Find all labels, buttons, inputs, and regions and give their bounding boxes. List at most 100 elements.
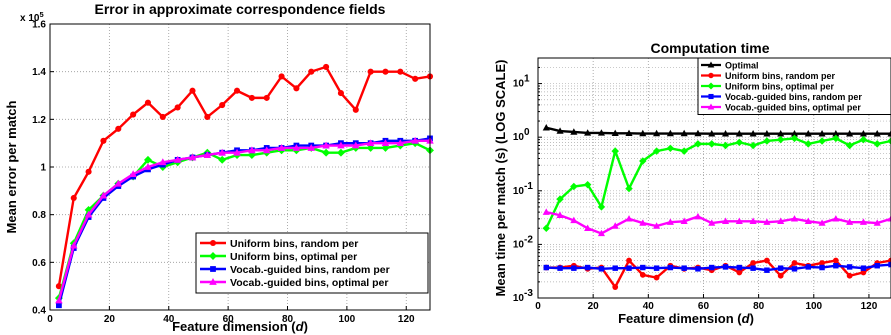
data-point xyxy=(736,264,743,271)
data-point xyxy=(749,141,757,150)
x-tick-label: 0 xyxy=(535,301,541,312)
data-point xyxy=(846,218,854,225)
legend-label: Uniform bins, random per xyxy=(230,238,358,250)
data-point xyxy=(874,263,880,269)
data-point xyxy=(832,134,840,143)
y-tick-exponent: 0 xyxy=(524,127,530,138)
data-point xyxy=(542,208,550,215)
y-tick-label: 1.2 xyxy=(32,115,46,126)
data-point xyxy=(248,94,255,101)
data-point xyxy=(791,260,798,266)
y-tick-exponent: -1 xyxy=(524,181,533,192)
data-point xyxy=(790,129,799,137)
series-0 xyxy=(55,63,434,290)
data-point xyxy=(791,266,798,272)
data-point xyxy=(84,210,93,218)
y-tick-label: 10 xyxy=(513,239,525,250)
data-point xyxy=(694,212,702,220)
data-point xyxy=(293,85,300,92)
series-line xyxy=(57,65,431,287)
data-point xyxy=(382,68,389,75)
data-point xyxy=(584,264,591,271)
data-point xyxy=(396,139,405,147)
series-1 xyxy=(543,257,891,290)
data-point xyxy=(612,284,619,290)
data-point xyxy=(832,129,840,137)
data-point xyxy=(337,90,344,97)
data-point xyxy=(832,257,839,264)
data-point xyxy=(735,138,744,147)
data-point xyxy=(873,129,881,137)
data-point xyxy=(804,217,812,224)
data-point xyxy=(218,148,226,156)
legend-label: Uniform bins, random per xyxy=(725,71,836,81)
data-point xyxy=(873,219,881,226)
data-point xyxy=(735,129,743,137)
data-point xyxy=(750,265,756,271)
series-line xyxy=(546,210,891,235)
y-tick-label: 10 xyxy=(513,186,525,197)
data-point xyxy=(805,264,811,270)
data-point xyxy=(203,151,212,158)
data-point xyxy=(666,144,675,153)
data-point xyxy=(397,68,404,75)
data-point xyxy=(804,129,812,137)
data-point xyxy=(248,146,256,154)
data-point xyxy=(173,155,182,163)
data-point xyxy=(322,141,330,149)
data-point xyxy=(625,184,633,193)
data-point xyxy=(764,267,770,273)
x-tick-label: 100 xyxy=(805,301,822,312)
data-point xyxy=(763,137,771,145)
data-point xyxy=(639,129,647,137)
data-point xyxy=(832,215,840,222)
data-point xyxy=(639,219,647,226)
data-point xyxy=(681,265,687,271)
data-point xyxy=(818,129,826,137)
data-point xyxy=(777,129,785,137)
data-point xyxy=(626,265,632,271)
y-multiplier-base: x 10 xyxy=(20,13,40,24)
data-point xyxy=(763,129,771,137)
data-point xyxy=(721,129,730,137)
x-tick-label: 60 xyxy=(223,314,235,325)
x-tick-label: 40 xyxy=(163,314,175,325)
data-point xyxy=(188,153,197,161)
data-point xyxy=(542,224,551,232)
data-point xyxy=(597,203,606,211)
data-point xyxy=(55,283,62,290)
data-point xyxy=(219,101,226,109)
data-point xyxy=(144,155,152,164)
data-point xyxy=(114,179,123,187)
data-point xyxy=(859,129,867,137)
y-tick-label: 1 xyxy=(40,163,46,174)
data-point xyxy=(100,137,107,144)
legend-label: Vocab.-guided bins, optimal per xyxy=(725,103,861,113)
data-point xyxy=(777,265,784,271)
data-point xyxy=(144,163,152,170)
data-point xyxy=(189,87,196,94)
time-chart-y-axis-label: Mean time per match (s) (LOG SCALE) xyxy=(493,60,508,297)
series-4 xyxy=(542,208,891,237)
data-point xyxy=(776,135,785,144)
data-point xyxy=(626,257,632,264)
data-point xyxy=(640,264,646,271)
data-point xyxy=(611,147,619,155)
data-point xyxy=(570,182,578,191)
data-point xyxy=(722,264,729,270)
data-point xyxy=(263,94,270,101)
data-point xyxy=(597,229,605,237)
data-point xyxy=(598,266,605,272)
error-chart-plot-frame xyxy=(49,23,431,311)
data-point xyxy=(818,137,826,145)
x-tick-label: 0 xyxy=(47,314,53,325)
data-point xyxy=(381,139,390,147)
data-point xyxy=(352,106,359,113)
data-point xyxy=(612,265,618,271)
legend-marker xyxy=(209,252,217,260)
data-point xyxy=(570,128,578,135)
data-point xyxy=(584,224,592,231)
data-point xyxy=(336,148,345,157)
time-chart-title: Computation time xyxy=(651,40,770,56)
